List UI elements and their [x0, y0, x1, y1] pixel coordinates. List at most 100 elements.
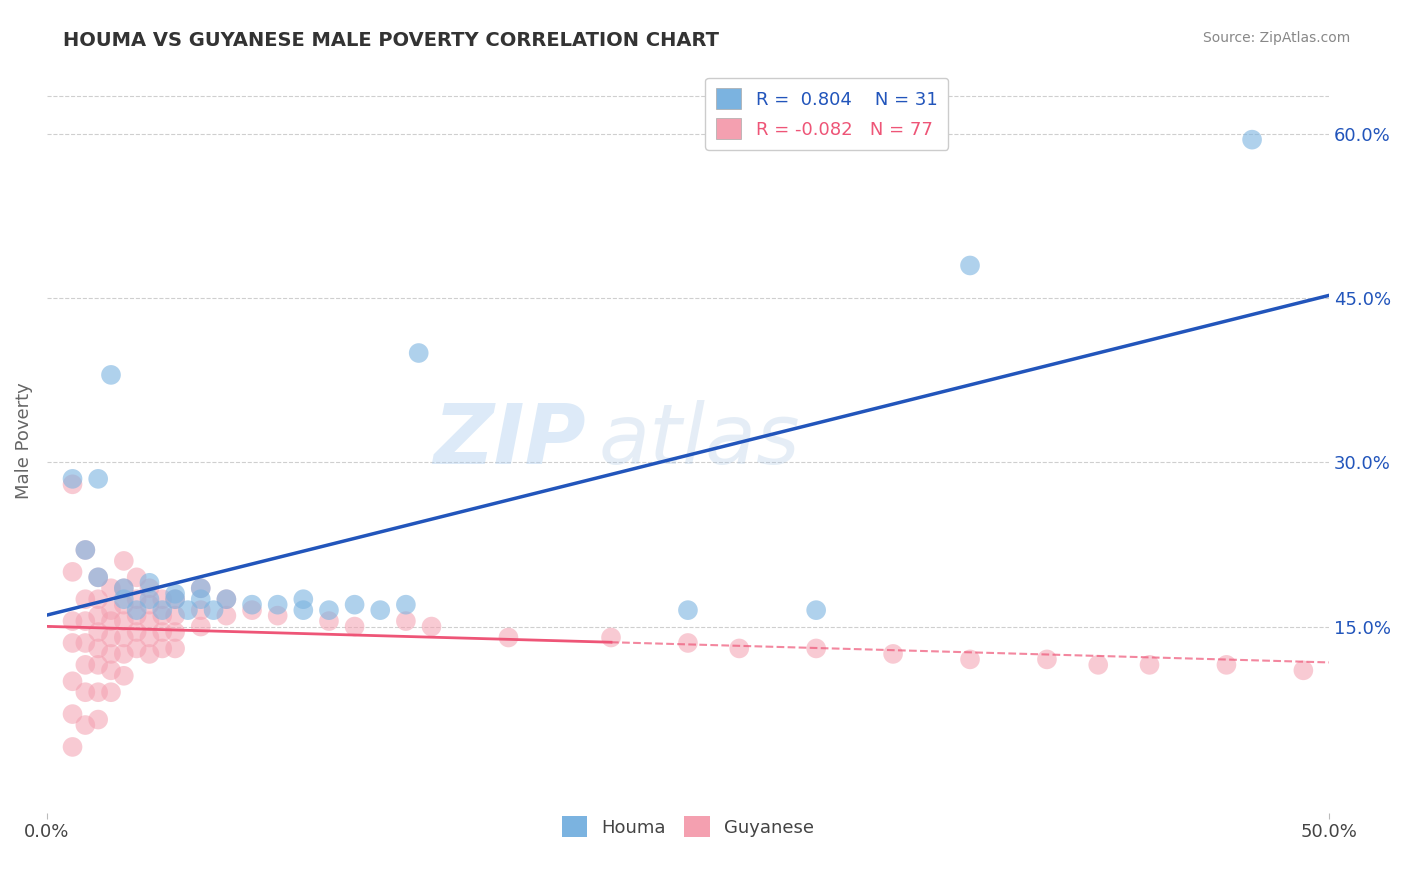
Point	[112, 581, 135, 595]
Point	[882, 647, 904, 661]
Point	[100, 603, 122, 617]
Point	[165, 641, 187, 656]
Point	[125, 570, 148, 584]
Point	[138, 581, 160, 595]
Point	[75, 685, 97, 699]
Point	[75, 614, 97, 628]
Point	[62, 565, 84, 579]
Point	[87, 657, 110, 672]
Point	[150, 625, 173, 640]
Point	[202, 603, 225, 617]
Point	[804, 641, 827, 656]
Point	[240, 598, 263, 612]
Point	[100, 581, 122, 595]
Point	[165, 587, 187, 601]
Point	[215, 592, 238, 607]
Point	[215, 592, 238, 607]
Text: atlas: atlas	[598, 400, 800, 481]
Point	[804, 603, 827, 617]
Point	[87, 592, 110, 607]
Point	[75, 543, 97, 558]
Point	[1215, 657, 1237, 672]
Point	[62, 674, 84, 689]
Point	[676, 603, 699, 617]
Point	[112, 631, 135, 645]
Point	[75, 657, 97, 672]
Point	[100, 647, 122, 661]
Point	[368, 603, 391, 617]
Point	[408, 346, 430, 360]
Point	[100, 685, 122, 699]
Point	[318, 614, 340, 628]
Point	[138, 575, 160, 590]
Point	[165, 608, 187, 623]
Point	[150, 641, 173, 656]
Point	[87, 472, 110, 486]
Point	[62, 472, 84, 486]
Point	[1087, 657, 1109, 672]
Point	[343, 619, 366, 633]
Point	[292, 592, 315, 607]
Point	[177, 603, 200, 617]
Point	[62, 614, 84, 628]
Y-axis label: Male Poverty: Male Poverty	[15, 382, 32, 499]
Point	[150, 592, 173, 607]
Point	[1036, 652, 1059, 666]
Point	[75, 543, 97, 558]
Point	[190, 581, 212, 595]
Point	[150, 608, 173, 623]
Point	[112, 554, 135, 568]
Point	[100, 631, 122, 645]
Point	[343, 598, 366, 612]
Point	[1139, 657, 1161, 672]
Point	[87, 685, 110, 699]
Point	[125, 603, 148, 617]
Point	[87, 608, 110, 623]
Point	[125, 608, 148, 623]
Point	[112, 598, 135, 612]
Point	[728, 641, 751, 656]
Text: ZIP: ZIP	[433, 400, 585, 481]
Point	[87, 625, 110, 640]
Point	[190, 581, 212, 595]
Point	[240, 603, 263, 617]
Point	[112, 614, 135, 628]
Point	[395, 614, 418, 628]
Point	[190, 592, 212, 607]
Point	[125, 641, 148, 656]
Point	[959, 259, 981, 273]
Point	[87, 641, 110, 656]
Point	[1292, 663, 1315, 677]
Point	[112, 669, 135, 683]
Point	[190, 619, 212, 633]
Point	[62, 707, 84, 722]
Point	[125, 625, 148, 640]
Point	[62, 739, 84, 754]
Point	[138, 614, 160, 628]
Point	[75, 636, 97, 650]
Point	[75, 718, 97, 732]
Point	[215, 608, 238, 623]
Point	[190, 603, 212, 617]
Point	[87, 570, 110, 584]
Point	[87, 570, 110, 584]
Point	[138, 647, 160, 661]
Point	[112, 581, 135, 595]
Point	[125, 592, 148, 607]
Point	[292, 603, 315, 617]
Point	[138, 592, 160, 607]
Point	[266, 598, 288, 612]
Point	[100, 368, 122, 382]
Point	[112, 647, 135, 661]
Point	[112, 592, 135, 607]
Point	[165, 592, 187, 607]
Point	[1241, 133, 1264, 147]
Point	[165, 592, 187, 607]
Point	[150, 603, 173, 617]
Point	[600, 631, 623, 645]
Point	[318, 603, 340, 617]
Point	[87, 713, 110, 727]
Point	[100, 663, 122, 677]
Point	[138, 631, 160, 645]
Point	[62, 477, 84, 491]
